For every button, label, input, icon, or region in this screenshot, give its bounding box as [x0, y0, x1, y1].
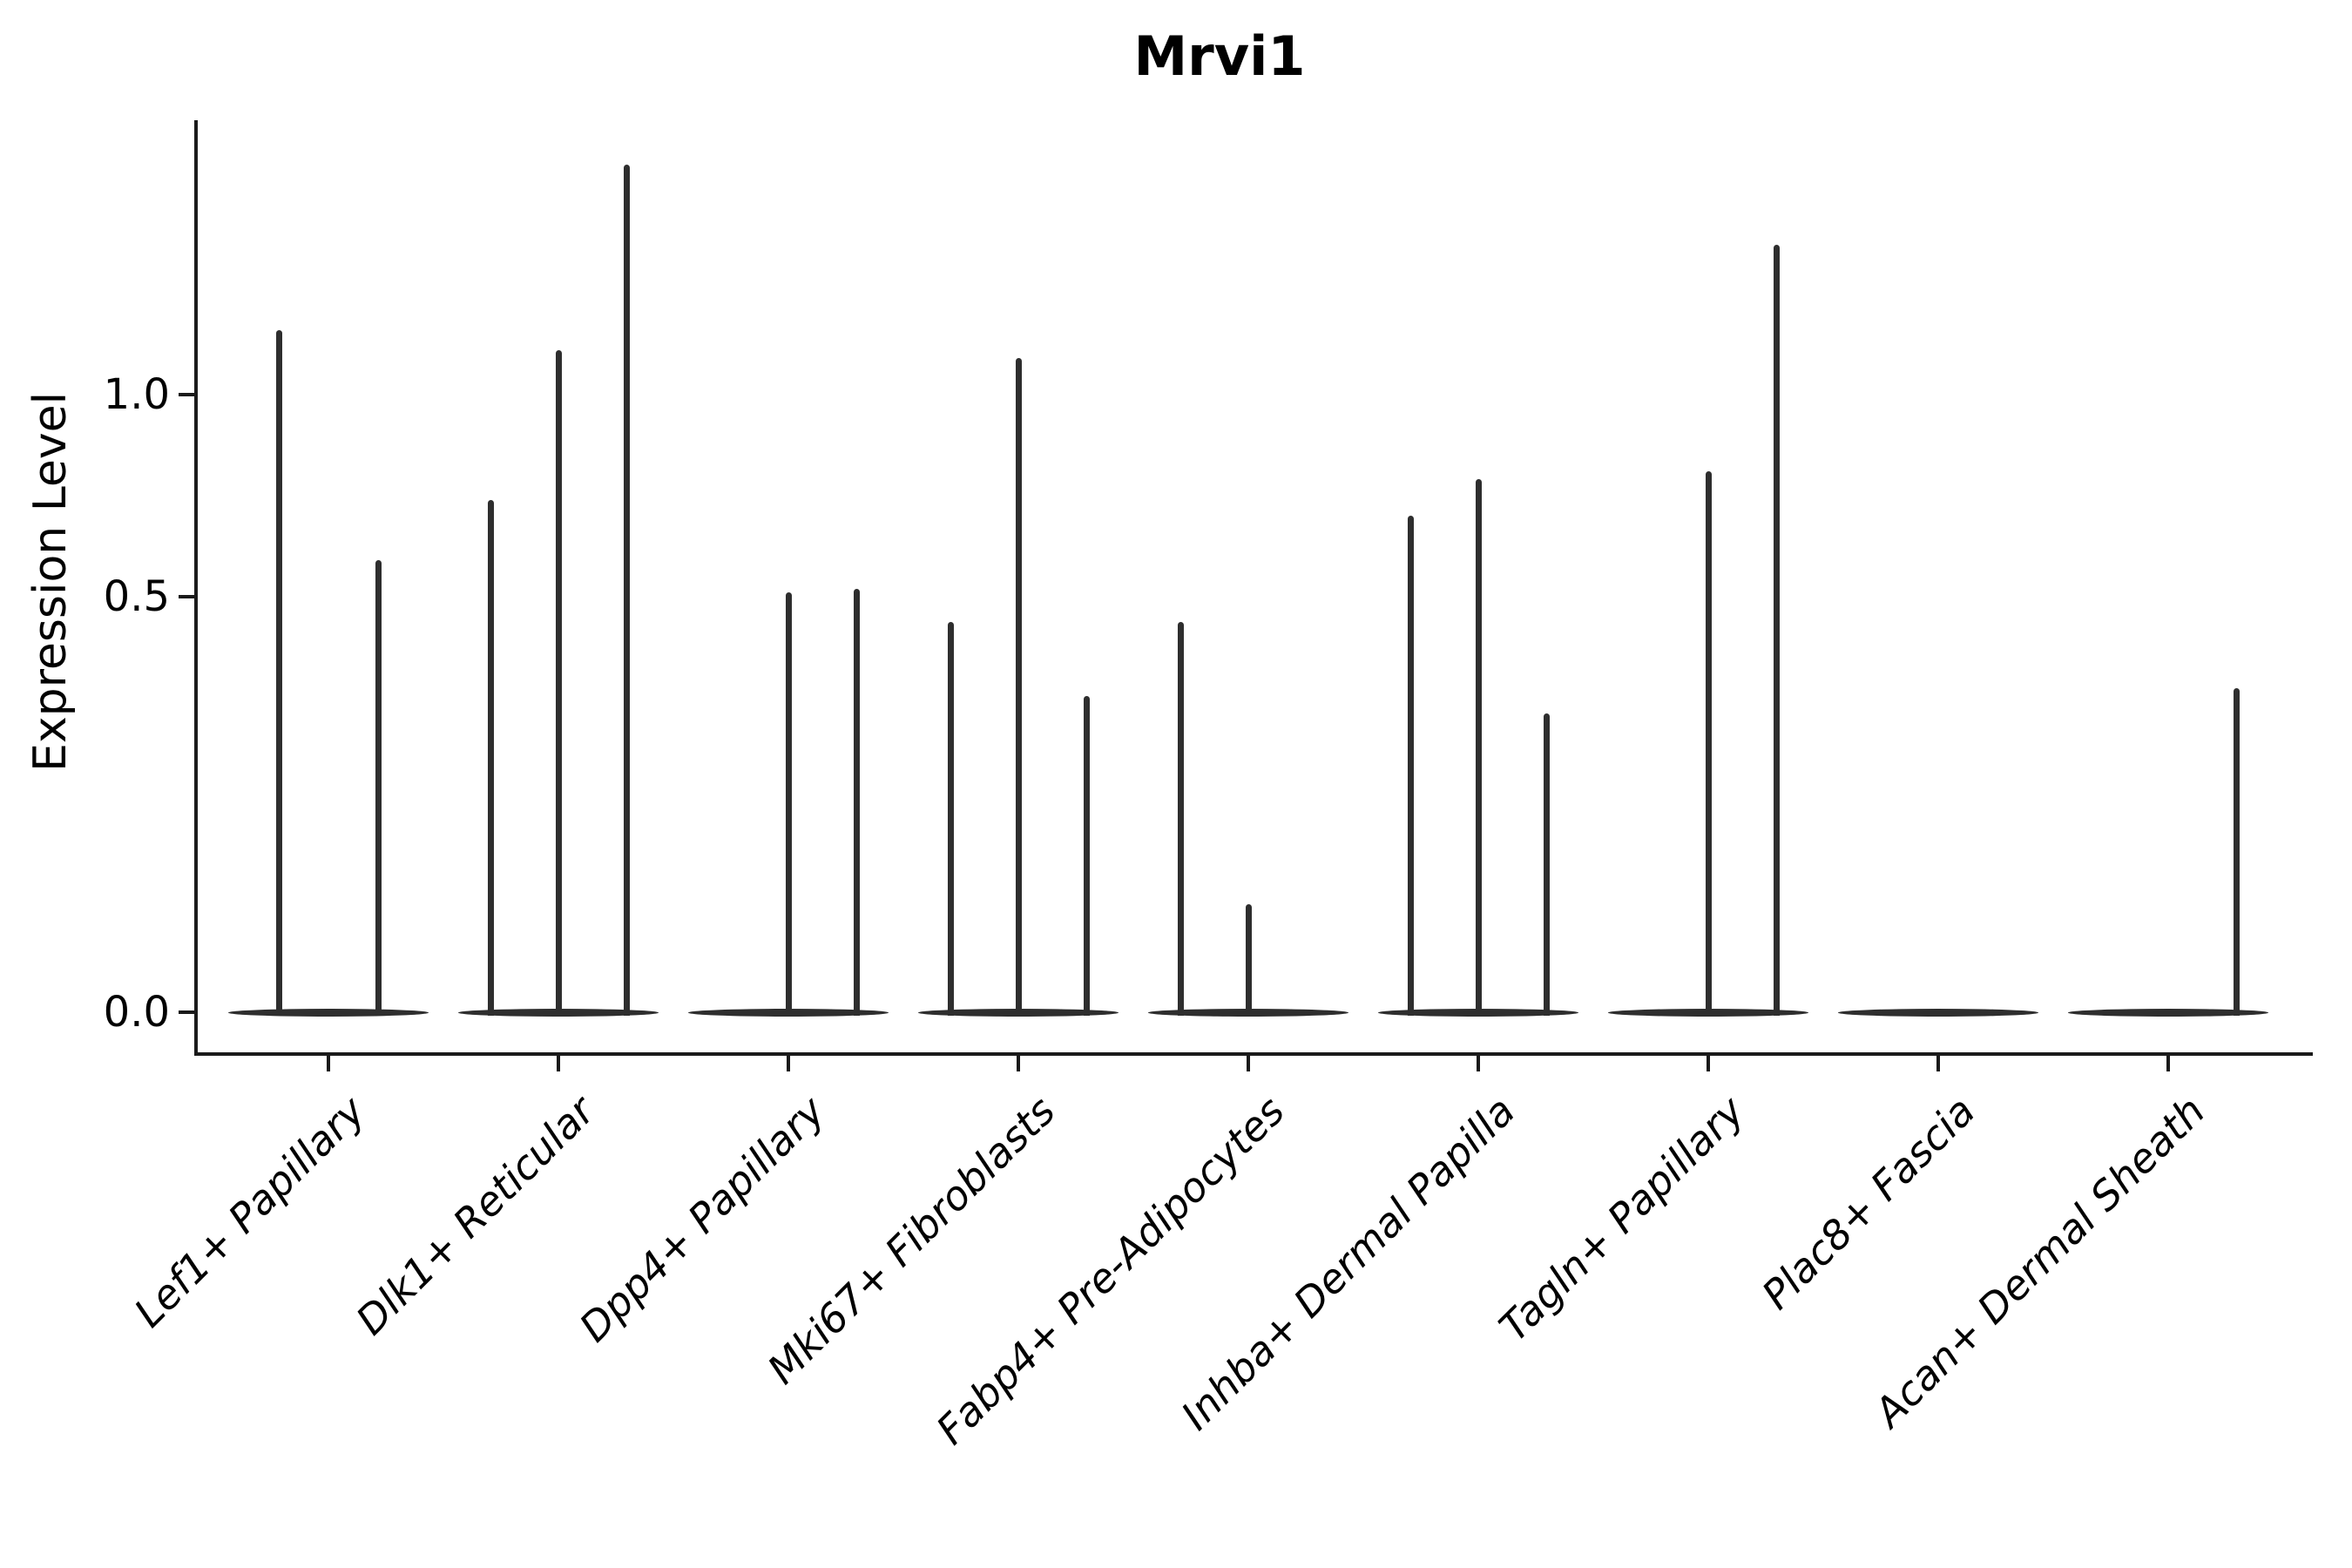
violin-spike — [375, 560, 382, 1016]
category-label: Dpp4+ Papillary — [570, 1087, 835, 1351]
violin-spike — [487, 499, 494, 1016]
violin-spike — [555, 349, 562, 1016]
y-tick-mark — [179, 1010, 194, 1014]
x-tick-mark — [787, 1056, 790, 1071]
violin-spike — [1015, 358, 1022, 1016]
violin-zero-band — [2068, 1008, 2268, 1017]
x-axis-spine — [194, 1052, 2313, 1056]
x-tick-mark — [1477, 1056, 1480, 1071]
violin-spike — [1773, 245, 1780, 1016]
category-label: Plac8+ Fascia — [1752, 1087, 1984, 1319]
violin-spike — [853, 588, 860, 1016]
violin-spike — [1543, 713, 1550, 1016]
x-tick-mark — [1017, 1056, 1020, 1071]
violin-spike — [1407, 516, 1414, 1016]
y-tick-label: 1.0 — [103, 370, 170, 419]
violin-spike — [2233, 687, 2240, 1016]
violin-spike — [623, 164, 630, 1016]
violin-zero-band — [228, 1008, 429, 1017]
x-tick-mark — [1936, 1056, 1940, 1071]
violin-spike — [275, 329, 282, 1016]
violin-spike — [1245, 903, 1252, 1016]
violin-spike — [1705, 471, 1712, 1016]
violin-spike — [1083, 696, 1090, 1016]
category-label: Lef1+ Papillary — [125, 1087, 375, 1336]
y-tick-label: 0.5 — [103, 572, 170, 621]
violin-spike — [1475, 479, 1482, 1016]
category-label: Dlk1+ Reticular — [347, 1087, 605, 1344]
violin-spike — [785, 592, 792, 1016]
x-tick-mark — [557, 1056, 560, 1071]
x-tick-mark — [2166, 1056, 2170, 1071]
x-tick-mark — [327, 1056, 330, 1071]
violin-spike — [947, 621, 954, 1016]
y-tick-label: 0.0 — [103, 988, 170, 1037]
y-tick-mark — [179, 595, 194, 598]
y-tick-mark — [179, 393, 194, 396]
violin-zero-band — [1838, 1008, 2038, 1017]
y-axis-spine — [194, 120, 198, 1056]
x-tick-mark — [1247, 1056, 1250, 1071]
chart-title: Mrvi1 — [1133, 24, 1306, 88]
x-tick-mark — [1707, 1056, 1710, 1071]
violin-spike — [1177, 621, 1184, 1016]
category-label: Tagln+ Papillary — [1490, 1087, 1754, 1351]
